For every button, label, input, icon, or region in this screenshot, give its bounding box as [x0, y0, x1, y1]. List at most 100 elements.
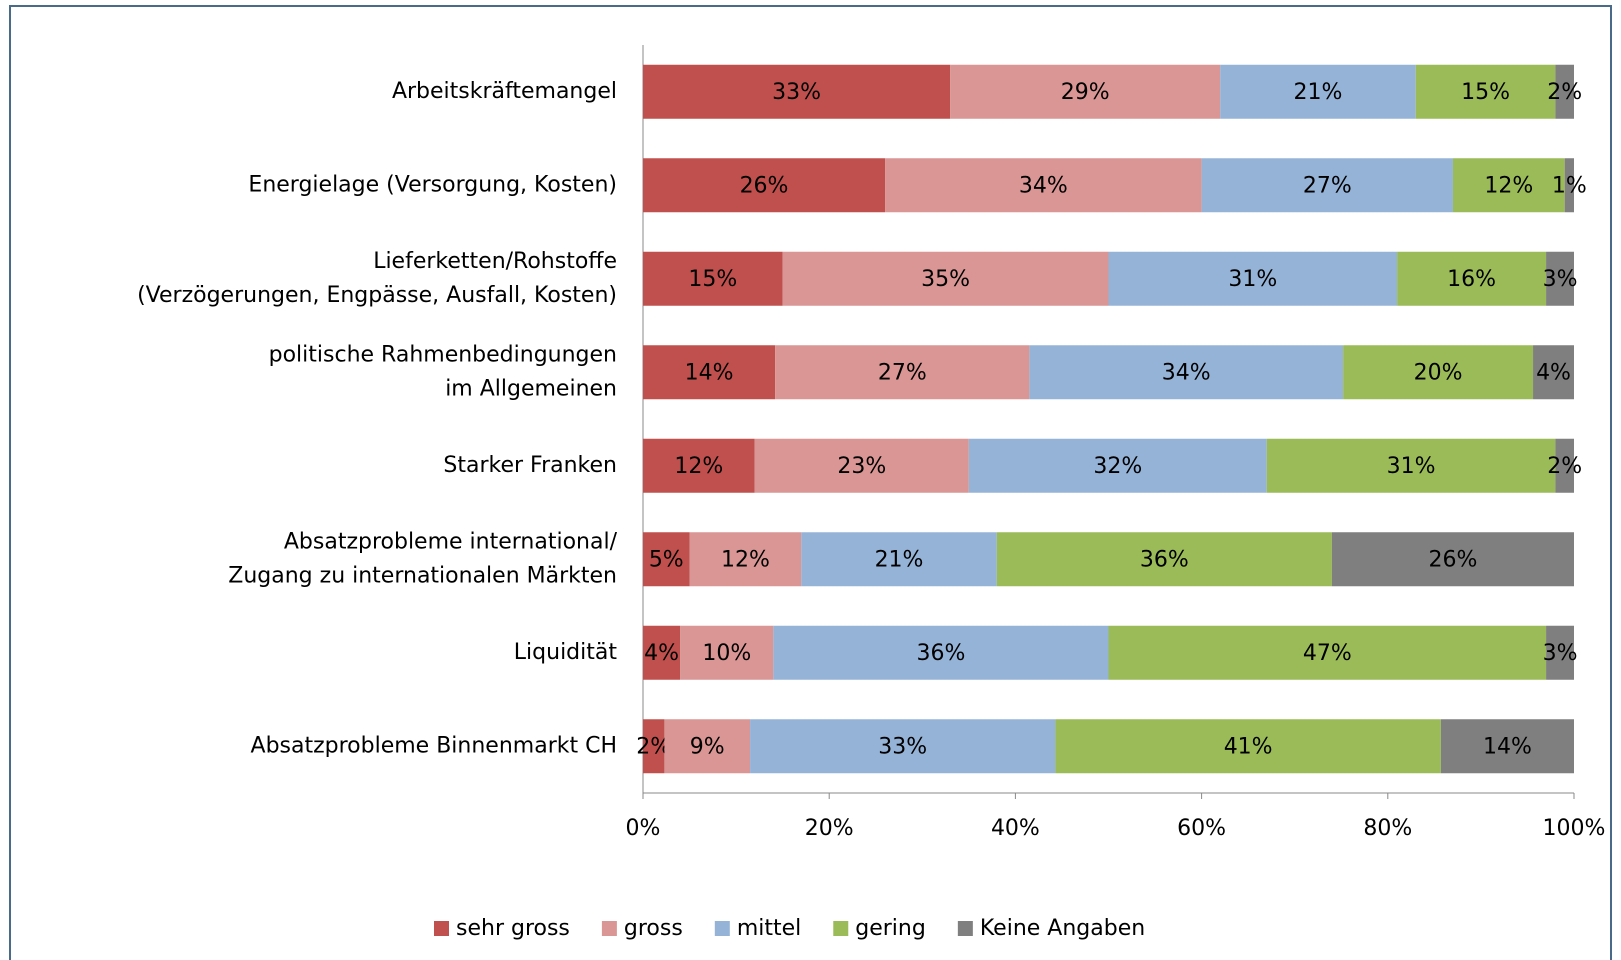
- value-label: 21%: [875, 547, 924, 572]
- value-label: 14%: [685, 360, 734, 385]
- value-label: 26%: [1429, 547, 1478, 572]
- legend-swatch: [434, 921, 449, 936]
- x-tick-label: 60%: [1177, 816, 1226, 841]
- bar-segment: [885, 158, 1202, 213]
- value-label: 9%: [690, 734, 725, 759]
- value-label: 34%: [1162, 360, 1211, 385]
- category-label: Lieferketten/Rohstoffe (Verzögerungen, En…: [137, 249, 617, 308]
- value-label: 36%: [1140, 547, 1189, 572]
- bar-segment: [1533, 345, 1574, 400]
- value-label: 12%: [1484, 173, 1533, 198]
- bar-segment: [1331, 532, 1574, 587]
- value-label: 34%: [1019, 173, 1068, 198]
- value-label: 14%: [1483, 734, 1532, 759]
- x-tick-label: 40%: [991, 816, 1040, 841]
- value-label: 1%: [1552, 173, 1587, 198]
- value-label: 12%: [721, 547, 770, 572]
- legend-label: sehr gross: [456, 916, 570, 941]
- bar-segment: [782, 251, 1109, 306]
- value-label: 41%: [1224, 734, 1273, 759]
- bar-segment: [643, 719, 665, 774]
- value-label: 32%: [1093, 454, 1142, 479]
- bar-segment: [1029, 345, 1344, 400]
- x-tick-label: 100%: [1543, 816, 1606, 841]
- value-label: 31%: [1228, 267, 1277, 292]
- bar-segment: [950, 64, 1221, 119]
- value-label: 35%: [921, 267, 970, 292]
- bar-segment: [1201, 158, 1453, 213]
- bar-segment: [773, 625, 1109, 680]
- bar-segment: [996, 532, 1332, 587]
- value-label: 31%: [1387, 454, 1436, 479]
- category-label: Absatzprobleme international/Zugang zu i…: [228, 529, 617, 588]
- x-tick-label: 20%: [805, 816, 854, 841]
- x-tick-label: 0%: [626, 816, 661, 841]
- category-label: Absatzprobleme Binnenmarkt CH: [251, 733, 617, 758]
- value-label: 33%: [878, 734, 927, 759]
- bar-segment: [689, 532, 802, 587]
- category-label: politische Rahmenbedingungen im Allgemein…: [269, 342, 617, 401]
- legend-swatch: [957, 921, 973, 936]
- category-label: Energielage (Versorgung, Kosten): [248, 172, 617, 197]
- bar-segment: [968, 438, 1267, 493]
- value-label: 4%: [1536, 360, 1571, 385]
- value-label: 21%: [1294, 80, 1343, 105]
- bar-segment: [680, 625, 774, 680]
- legend-label: mittel: [737, 916, 801, 941]
- legend-label: gering: [855, 916, 926, 941]
- value-label: 16%: [1447, 267, 1496, 292]
- value-label: 27%: [1303, 173, 1352, 198]
- value-label: 5%: [649, 547, 684, 572]
- legend-swatch: [833, 921, 849, 936]
- value-label: 10%: [702, 641, 751, 666]
- bar-segment: [1266, 438, 1556, 493]
- bar-segment: [1555, 64, 1574, 119]
- frame: [9, 5, 1612, 960]
- value-label: 20%: [1414, 360, 1463, 385]
- category-label: Arbeitskräftemangel: [392, 79, 617, 104]
- bar-segment: [1415, 64, 1556, 119]
- bar-segment: [1343, 345, 1534, 400]
- bar-segment: [750, 719, 1056, 774]
- value-label: 27%: [878, 360, 927, 385]
- bar-segment: [1108, 251, 1398, 306]
- bar-segment: [643, 251, 783, 306]
- legend-label: Keine Angaben: [980, 916, 1145, 941]
- legend-swatch: [601, 921, 617, 936]
- value-label: 23%: [837, 454, 886, 479]
- bar-segment: [664, 719, 751, 774]
- bar-segment: [1546, 251, 1574, 306]
- value-label: 12%: [674, 454, 723, 479]
- value-label: 2%: [1547, 80, 1582, 105]
- bar-segment: [1440, 719, 1574, 774]
- bar-segment: [643, 64, 951, 119]
- bar-segment: [643, 438, 755, 493]
- x-tick-label: 80%: [1363, 816, 1412, 841]
- value-label: 2%: [1547, 454, 1582, 479]
- value-label: 26%: [740, 173, 789, 198]
- bar-segment: [1108, 625, 1547, 680]
- value-label: 4%: [644, 641, 679, 666]
- legend-swatch: [714, 921, 730, 936]
- value-label: 15%: [1461, 80, 1510, 105]
- bar-segment: [1555, 438, 1574, 493]
- bar-segment: [1220, 64, 1416, 119]
- bar-segment: [643, 625, 681, 680]
- category-label: Starker Franken: [443, 453, 617, 478]
- bar-segment: [1452, 158, 1565, 213]
- value-label: 47%: [1303, 641, 1352, 666]
- value-label: 3%: [1543, 641, 1578, 666]
- bar-segment: [775, 345, 1030, 400]
- bar-segment: [1397, 251, 1547, 306]
- bar-segment: [754, 438, 969, 493]
- value-label: 15%: [688, 267, 737, 292]
- bar-segment: [1564, 158, 1574, 213]
- category-label: Liquidität: [514, 640, 618, 665]
- value-label: 33%: [772, 80, 821, 105]
- bar-segment: [1546, 625, 1574, 680]
- bar-segment: [643, 345, 776, 400]
- legend-label: gross: [624, 916, 683, 941]
- bar-segment: [643, 158, 886, 213]
- value-label: 29%: [1061, 80, 1110, 105]
